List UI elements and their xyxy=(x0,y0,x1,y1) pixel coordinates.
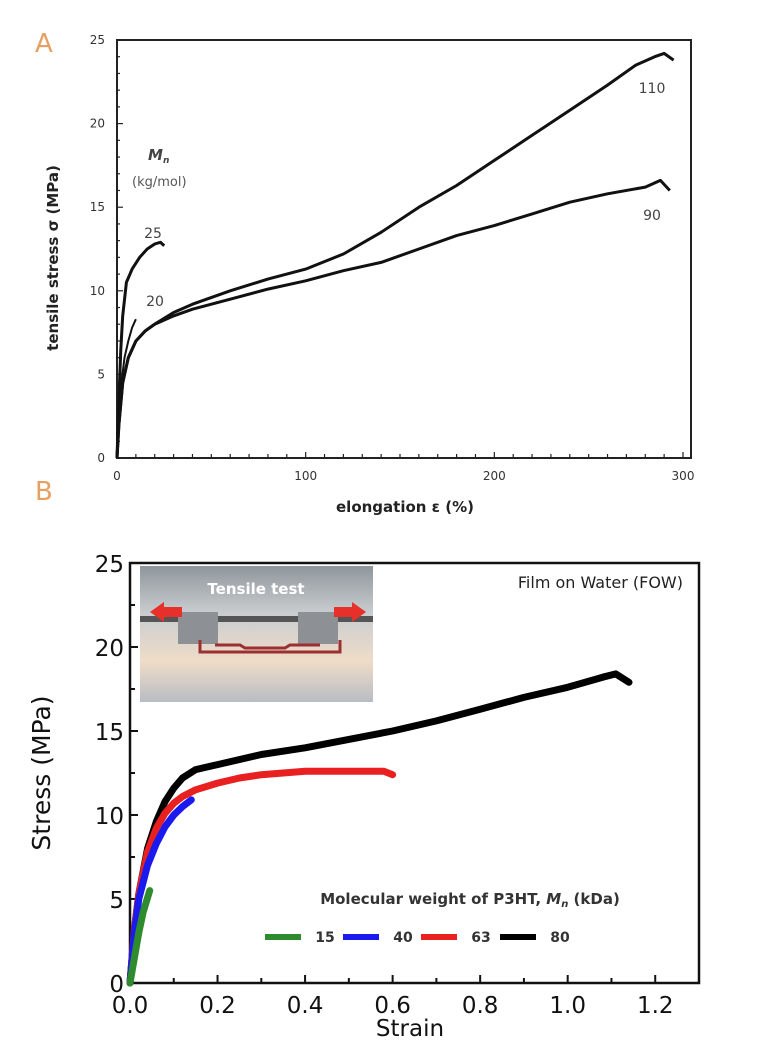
x-tick-label-b: 1.0 xyxy=(549,993,586,1019)
x-tick-label-b: 0.8 xyxy=(462,993,499,1019)
y-tick-label-a: 25 xyxy=(90,33,105,47)
inset-specimen xyxy=(198,640,342,654)
y-tick-label-a: 15 xyxy=(90,200,105,214)
y-tick-label-b: 25 xyxy=(95,552,124,578)
y-tick-label-a: 20 xyxy=(90,117,105,131)
x-tick-label-b: 0.4 xyxy=(287,993,324,1019)
series-label-90: 90 xyxy=(643,208,661,224)
x-tick-label-a: 0 xyxy=(113,469,121,483)
y-tick-label-a: 10 xyxy=(90,284,105,298)
panel-label-a: A xyxy=(35,29,53,59)
x-tick-label-b: 0.2 xyxy=(199,993,236,1019)
legend-title-a: Mn xyxy=(148,146,169,166)
y-tick-label-b: 15 xyxy=(95,720,124,746)
series-label-25: 25 xyxy=(144,226,162,242)
series-line-25 xyxy=(115,240,166,459)
series-label-110: 110 xyxy=(639,81,666,97)
annotation-fow: Film on Water (FOW) xyxy=(518,573,683,592)
y-tick-label-b: 10 xyxy=(95,804,124,830)
panel-a: A 0 100 200 300 0 5 10 15 20 25 elongation ε (%) ten… xyxy=(35,29,694,516)
y-tick-label-a: 5 xyxy=(97,367,105,381)
inset-clamp-left xyxy=(178,612,218,644)
x-tick-label-b: 0.0 xyxy=(112,993,149,1019)
x-axis-title-a: elongation ε (%) xyxy=(336,498,474,516)
y-tick-label-b: 5 xyxy=(109,888,124,914)
series-line-110 xyxy=(115,51,675,459)
arrow-left-icon xyxy=(150,602,182,622)
inset-label: Tensile test xyxy=(207,580,304,598)
y-axis-title-b: Stress (MPa) xyxy=(27,695,56,850)
x-tick-label-a: 100 xyxy=(294,469,317,483)
series-line-90 xyxy=(115,178,671,459)
series-label-20: 20 xyxy=(146,294,164,310)
y-tick-label-b: 0 xyxy=(109,972,124,998)
plot-frame-a xyxy=(116,39,692,459)
legend-label-15: 15 xyxy=(315,930,334,946)
x-tick-label-a: 300 xyxy=(672,469,695,483)
x-tick-label-b: 1.2 xyxy=(637,993,674,1019)
inset-clamp-right xyxy=(298,612,338,644)
legend-label-80: 80 xyxy=(550,930,570,946)
y-axis-title-a: tensile stress σ (MPa) xyxy=(44,165,62,351)
arrow-right-icon xyxy=(334,602,366,622)
x-tick-label-b: 0.6 xyxy=(374,993,411,1019)
legend-title-b: Molecular weight of P3HT, Mn (kDa) xyxy=(320,890,620,910)
legend-label-40: 40 xyxy=(393,930,413,946)
series-line-15 xyxy=(126,887,154,987)
inset-photo: Tensile test xyxy=(140,566,373,702)
panel-label-b: B xyxy=(35,477,53,507)
inset-rail xyxy=(140,616,373,622)
y-tick-label-b: 20 xyxy=(95,636,124,662)
series-line-63 xyxy=(126,767,397,987)
legend-label-63: 63 xyxy=(471,930,490,946)
series-line-40 xyxy=(126,796,195,987)
y-tick-label-a: 0 xyxy=(97,451,105,465)
x-axis-title-b: Strain xyxy=(376,1016,444,1042)
panel-b: B Tensile test 0.0 0.2 0.4 0.6 0.8 1.0 1.2 0 5 10 15… xyxy=(27,477,701,1042)
legend-unit-a: (kg/mol) xyxy=(132,175,187,190)
x-tick-label-a: 200 xyxy=(483,469,506,483)
